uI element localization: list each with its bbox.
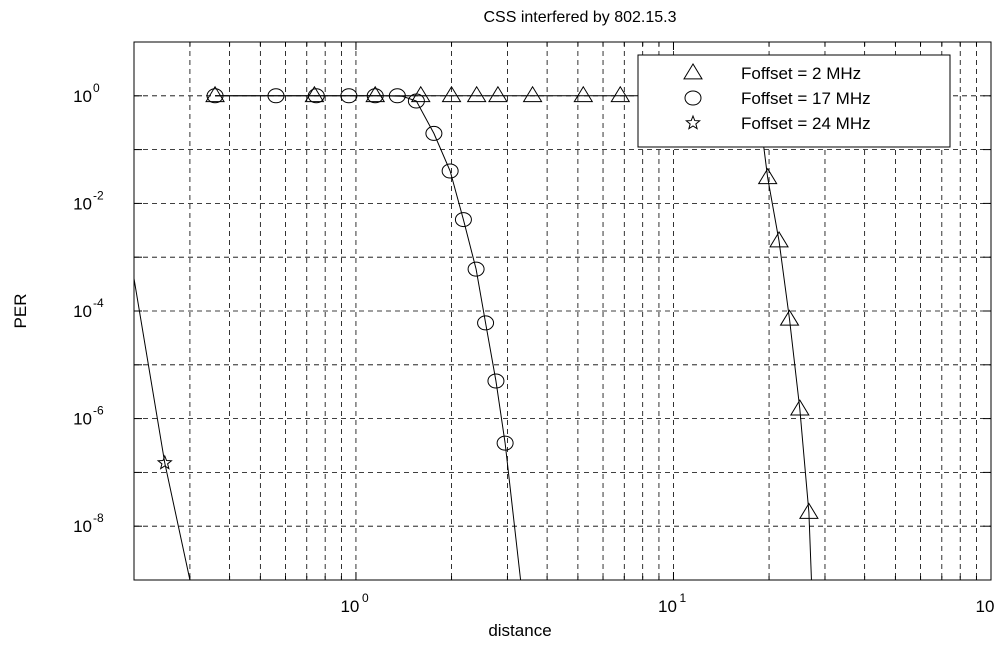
data-point-circle xyxy=(496,435,514,451)
y-tick-label-0: 10 xyxy=(73,87,92,106)
data-point-triangle xyxy=(441,85,462,103)
data-point-circle xyxy=(467,261,485,277)
data-point-triangle xyxy=(365,85,386,103)
series-circle xyxy=(206,88,522,580)
y-tick-label-1: 10 xyxy=(73,194,92,213)
y-tick-label-3: 10 xyxy=(73,410,92,429)
data-point-triangle xyxy=(573,85,594,103)
legend-label-1: Foffset = 17 MHz xyxy=(741,89,871,108)
data-point-triangle xyxy=(205,85,225,103)
y-tick-exponent-2: -4 xyxy=(93,296,104,310)
y-tick-exponent-1: -2 xyxy=(93,188,104,202)
legend-marker-star xyxy=(685,114,701,130)
data-point-triangle xyxy=(769,231,789,248)
y-tick-exponent-3: -6 xyxy=(93,404,104,418)
data-point-circle xyxy=(388,88,406,104)
data-point-circle xyxy=(454,212,472,228)
y-tick-exponent-0: 0 xyxy=(93,81,100,95)
series-star xyxy=(134,278,191,580)
data-point-circle xyxy=(340,88,358,104)
x-tick-label-1: 10 xyxy=(658,597,677,616)
x-tick-label-2: 10 xyxy=(976,597,995,616)
data-point-triangle xyxy=(522,85,543,103)
legend-marker-circle xyxy=(684,90,702,106)
x-axis-label: distance xyxy=(488,621,551,640)
data-point-circle xyxy=(477,315,495,331)
data-point-circle xyxy=(267,88,285,104)
legend-label-0: Foffset = 2 MHz xyxy=(741,64,861,83)
y-tick-label-4: 10 xyxy=(73,517,92,536)
series-line-circle xyxy=(215,95,522,580)
data-point-triangle xyxy=(466,85,487,103)
series-layer xyxy=(134,85,819,580)
x-tick-label-0: 10 xyxy=(340,597,359,616)
axis-ticks xyxy=(134,42,991,580)
data-point-triangle xyxy=(488,85,508,103)
y-axis-label: PER xyxy=(11,294,30,329)
data-point-circle xyxy=(407,93,425,109)
y-tick-exponent-4: -8 xyxy=(93,511,104,525)
data-point-circle xyxy=(487,373,505,389)
legend-label-2: Foffset = 24 MHz xyxy=(741,114,871,133)
data-point-circle xyxy=(206,88,224,104)
data-point-circle xyxy=(425,125,443,141)
data-point-triangle xyxy=(757,167,778,185)
series-line-triangle xyxy=(215,95,812,580)
data-point-triangle xyxy=(304,85,325,103)
data-point-triangle xyxy=(610,85,631,103)
data-point-triangle xyxy=(799,502,819,519)
data-point-circle xyxy=(366,88,384,104)
x-tick-exponent-0: 0 xyxy=(362,591,369,605)
legend-marker-triangle xyxy=(683,63,703,80)
y-tick-label-2: 10 xyxy=(73,302,92,321)
chart-title: CSS interfered by 802.15.3 xyxy=(483,9,676,26)
data-point-circle xyxy=(441,163,459,179)
x-tick-exponent-1: 1 xyxy=(679,591,686,605)
data-point-triangle xyxy=(779,309,800,326)
data-point-circle xyxy=(307,88,325,104)
data-point-star xyxy=(156,454,173,470)
legend-box xyxy=(637,54,951,148)
series-line-star xyxy=(134,278,191,580)
y-gridlines xyxy=(134,95,991,527)
data-point-triangle xyxy=(789,399,810,416)
x-tick-labels: 100101102 xyxy=(340,591,995,616)
legend: Foffset = 2 MHz Foffset = 17 MHz Foffset =… xyxy=(637,54,951,148)
